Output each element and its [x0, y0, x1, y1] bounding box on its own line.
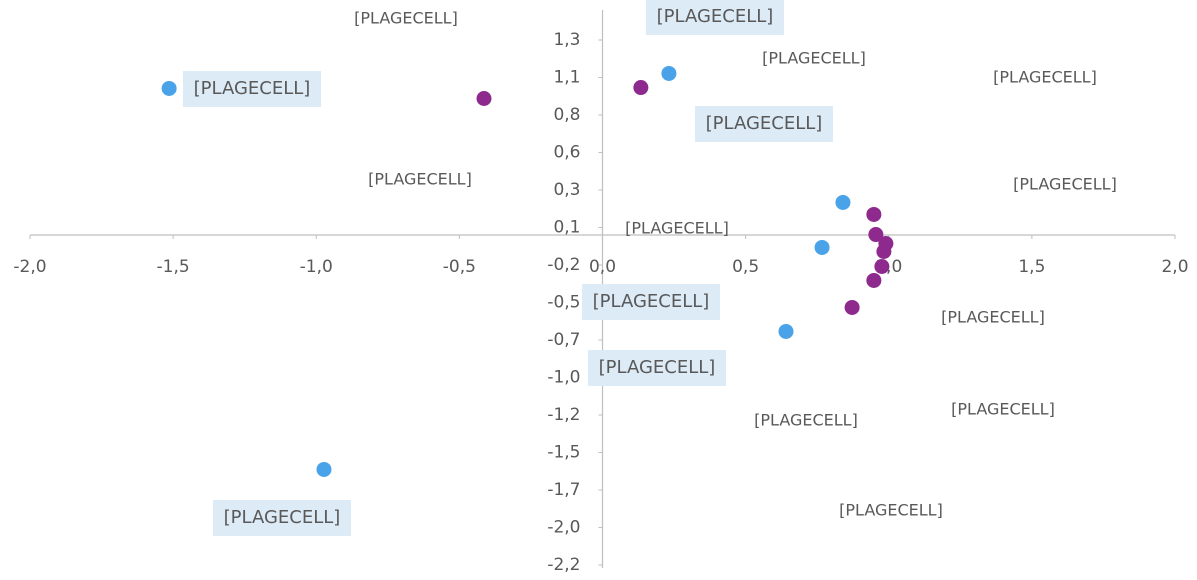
point — [866, 272, 882, 288]
label-box — [588, 350, 726, 386]
annotation: [PLAGECELL] — [951, 400, 1055, 419]
x-tick-label: -0,5 — [443, 257, 476, 277]
x-tick-label: 0,0 — [589, 257, 616, 277]
annotation: [PLAGECELL] — [354, 9, 458, 28]
annotation: [PLAGECELL] — [599, 357, 716, 378]
y-tick-label: 0,6 — [553, 143, 580, 163]
annotation: [PLAGECELL] — [224, 507, 341, 528]
x-tick-label: 2,0 — [1161, 257, 1188, 277]
annotation: [PLAGECELL] — [941, 308, 1045, 327]
point — [844, 299, 860, 315]
point — [476, 91, 492, 106]
point — [814, 239, 830, 255]
x-tick-label: 0,5 — [732, 257, 759, 277]
y-tick-label: 0,1 — [553, 218, 580, 238]
point — [161, 80, 177, 96]
y-tick-label: 1,3 — [553, 30, 580, 50]
y-tick-label: -1,7 — [547, 480, 580, 500]
point — [876, 244, 892, 259]
y-tick-label: 1,1 — [553, 68, 580, 88]
point — [835, 194, 851, 210]
annotation: [PLAGECELL] — [368, 170, 472, 189]
label-box — [695, 106, 833, 142]
label-box — [213, 500, 351, 536]
annotation: [PLAGECELL] — [993, 68, 1097, 87]
label-box — [646, 0, 784, 35]
x-tick-label: 1,5 — [1018, 257, 1045, 277]
y-tick-label: -2,2 — [547, 555, 580, 575]
annotation: [PLAGECELL] — [839, 501, 943, 520]
y-tick-label: -0,5 — [547, 293, 580, 313]
annotation: [PLAGECELL] — [754, 411, 858, 430]
y-tick-label: -1,2 — [547, 405, 580, 425]
point — [633, 80, 649, 96]
y-tick-label: 0,8 — [553, 105, 580, 125]
y-tick-label: -0,2 — [547, 255, 580, 275]
y-tick-label: -2,0 — [547, 518, 580, 538]
point — [874, 259, 890, 274]
annotation: [PLAGECELL] — [194, 78, 311, 99]
y-tick-label: -1,5 — [547, 443, 580, 463]
x-tick-label: -1,0 — [300, 257, 333, 277]
annotation: [PLAGECELL] — [706, 113, 823, 134]
label-box — [183, 71, 321, 107]
annotation: [PLAGECELL] — [1013, 175, 1117, 194]
label-box — [582, 284, 720, 320]
annotation: [PLAGECELL] — [657, 6, 774, 27]
y-tick-label: -1,0 — [547, 368, 580, 388]
x-tick-label: -2,0 — [13, 257, 46, 277]
annotation: [PLAGECELL] — [762, 49, 866, 68]
point — [661, 65, 677, 81]
point — [868, 227, 884, 243]
point — [778, 323, 794, 339]
y-tick-label: -0,7 — [547, 330, 580, 350]
x-tick-label: -1,5 — [157, 257, 190, 277]
point — [316, 461, 332, 477]
annotation: [PLAGECELL] — [625, 219, 729, 238]
point — [866, 206, 882, 222]
annotation: [PLAGECELL] — [593, 291, 710, 312]
y-tick-label: 0,3 — [553, 180, 580, 200]
